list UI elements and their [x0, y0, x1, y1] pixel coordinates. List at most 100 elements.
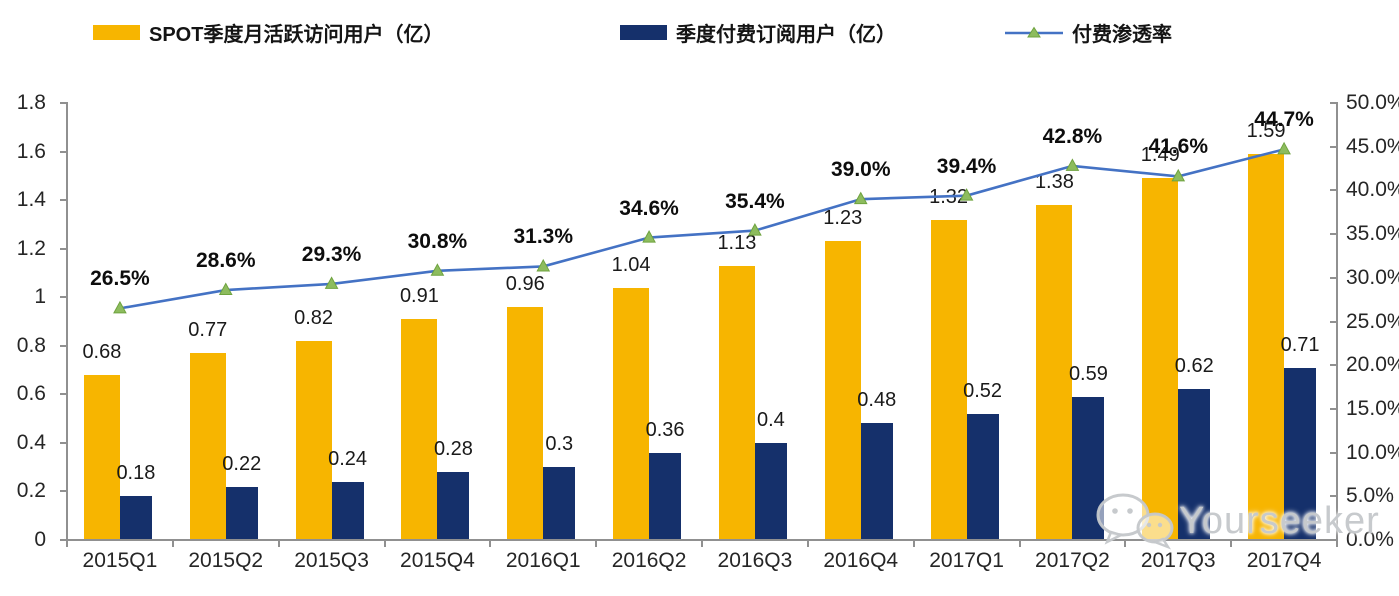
bar-subs — [331, 481, 364, 540]
right-axis-tick — [1330, 495, 1337, 498]
right-axis-tick — [1330, 320, 1337, 323]
bar-mau — [930, 219, 967, 540]
x-axis-label: 2016Q3 — [717, 549, 793, 572]
bar-mau-value-label: 1.13 — [717, 231, 757, 254]
bar-subs-value-label: 0.3 — [545, 433, 574, 456]
penetration-value-label: 31.3% — [513, 225, 574, 249]
legend-item-subs: 季度付费订阅用户（亿） — [620, 18, 896, 47]
x-axis-label: 2015Q4 — [400, 549, 475, 572]
x-axis-label: 2016Q1 — [505, 549, 581, 572]
left-axis-tick — [60, 150, 67, 153]
x-axis-tick — [171, 540, 174, 547]
bar-subs-value-label: 0.28 — [433, 438, 473, 461]
penetration-value-label: 29.3% — [301, 242, 362, 266]
penetration-value-label: 28.6% — [195, 249, 256, 273]
y-axis-tick-label-right: 35.0% — [1346, 222, 1399, 246]
left-axis-tick — [60, 247, 67, 250]
y-axis-tick-label-left: 1.2 — [16, 236, 46, 260]
penetration-value-label: 41.6% — [1148, 135, 1209, 159]
x-axis-label: 2017Q3 — [1140, 549, 1216, 572]
bar-mau — [613, 287, 650, 540]
y-axis-tick-label-right: 40.0% — [1346, 178, 1399, 202]
penetration-value-label: 34.6% — [619, 196, 679, 220]
left-axis-tick — [60, 441, 67, 444]
left-axis-tick — [60, 199, 67, 202]
bar-mau — [507, 306, 544, 540]
penetration-value-label: 39.0% — [830, 158, 891, 182]
bar-mau-value-label: 1.38 — [1034, 170, 1074, 193]
y-axis-tick-label-right: 0.0% — [1346, 528, 1394, 551]
y-axis-tick-label-right: 45.0% — [1346, 134, 1399, 158]
bar-mau — [824, 241, 861, 540]
bar-subs — [649, 452, 682, 540]
bar-subs — [754, 442, 787, 540]
right-axis-tick — [1330, 189, 1337, 192]
left-axis-tick — [60, 539, 67, 541]
left-axis-tick — [60, 296, 67, 299]
watermark: Yourseeker — [1093, 490, 1380, 552]
penetration-value-label: 39.4% — [936, 154, 997, 178]
bar-mau-value-label: 0.96 — [505, 272, 545, 295]
x-axis-label: 2016Q4 — [823, 549, 899, 572]
bar-mau — [1248, 153, 1285, 540]
bar-mau-value-label: 0.91 — [399, 285, 439, 308]
bar-subs — [1284, 367, 1317, 540]
y-axis-tick-label-right: 5.0% — [1346, 484, 1394, 508]
bar-subs — [119, 496, 152, 540]
right-axis-line — [1336, 102, 1338, 541]
watermark-text: Yourseeker — [1179, 499, 1380, 542]
bar-mau — [1142, 178, 1179, 540]
y-axis-tick-label-left: 0.8 — [16, 333, 46, 357]
y-axis-tick-label-right: 10.0% — [1346, 440, 1399, 464]
line-marker-swatch-icon — [1005, 25, 1063, 41]
y-axis-tick-label-right: 30.0% — [1346, 265, 1399, 289]
penetration-value-label: 30.8% — [407, 229, 468, 253]
x-axis-label: 2015Q3 — [294, 549, 369, 572]
bar-subs — [225, 486, 258, 540]
bar-subs — [437, 472, 470, 540]
bar-subs — [1178, 389, 1211, 540]
x-axis-tick — [912, 540, 915, 547]
x-axis-tick — [489, 540, 492, 547]
legend-item-mau: SPOT季度月活跃访问用户（亿） — [93, 18, 443, 47]
x-axis-tick — [701, 540, 703, 547]
bar-mau — [189, 353, 226, 540]
bar-mau-value-label: 1.04 — [611, 253, 651, 276]
bar-subs-value-label: 0.4 — [757, 408, 785, 431]
x-axis-label: 2017Q4 — [1246, 549, 1322, 572]
bar-subs-value-label: 0.59 — [1068, 362, 1108, 385]
bar-subs-value-label: 0.36 — [645, 418, 685, 441]
right-axis-tick — [1330, 539, 1337, 541]
right-axis-tick — [1330, 276, 1337, 279]
y-axis-tick-label-right: 50.0% — [1346, 91, 1399, 114]
bar-mau — [295, 340, 332, 540]
penetration-value-label: 35.4% — [725, 189, 785, 213]
x-axis-tick — [1124, 540, 1127, 547]
x-axis-label: 2015Q1 — [82, 549, 158, 572]
x-axis-label: 2015Q2 — [188, 549, 264, 572]
bar-subs-value-label: 0.24 — [328, 447, 368, 470]
x-axis-label: 2017Q1 — [929, 549, 1004, 572]
y-axis-tick-label-left: 0.4 — [16, 430, 46, 454]
bar-subs-value-label: 0.71 — [1280, 333, 1320, 356]
right-axis-tick — [1330, 451, 1337, 454]
right-axis-tick — [1330, 145, 1337, 148]
right-axis-tick — [1330, 102, 1337, 104]
x-axis-tick — [1018, 540, 1021, 547]
bar-mau-value-label: 0.68 — [82, 340, 122, 363]
bar-mau — [1036, 204, 1073, 540]
x-axis-tick — [383, 540, 386, 547]
bar-subs-value-label: 0.22 — [222, 452, 262, 475]
y-axis-tick-label-left: 1.8 — [16, 91, 46, 114]
left-axis-tick — [60, 344, 67, 347]
x-axis-tick — [1230, 540, 1233, 547]
y-axis-tick-label-right: 25.0% — [1346, 309, 1399, 333]
y-axis-tick-label-left: 0.2 — [16, 479, 46, 503]
right-axis-tick — [1330, 364, 1337, 367]
y-axis-tick-label-left: 1 — [34, 285, 46, 309]
y-axis-tick-label-left: 1.4 — [16, 188, 46, 212]
x-axis-label: 2016Q2 — [611, 549, 687, 572]
bar-mau — [83, 374, 120, 540]
bar-subs-value-label: 0.48 — [857, 389, 897, 412]
